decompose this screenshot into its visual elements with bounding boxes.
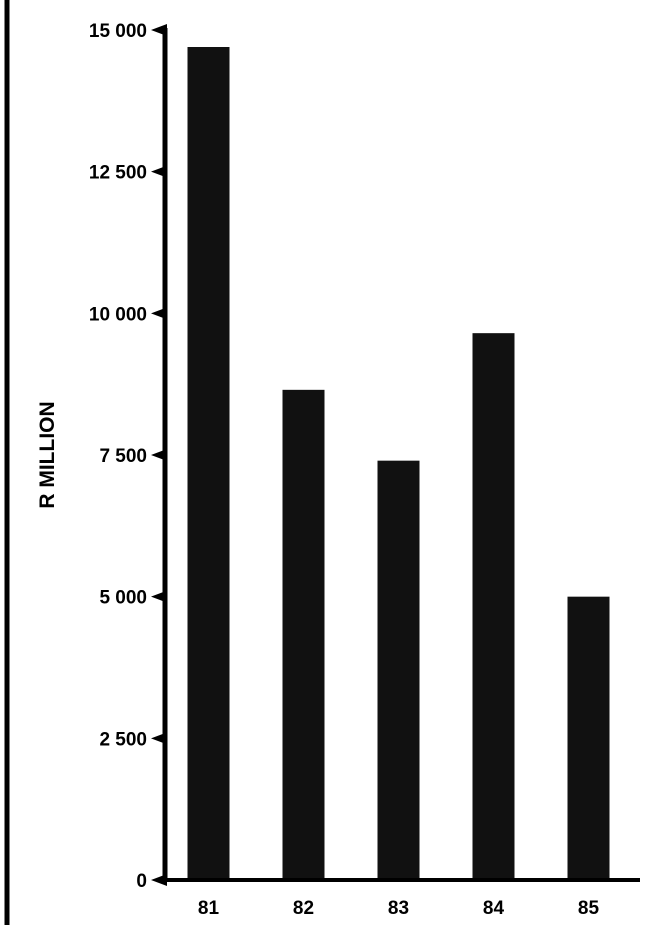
x-tick-label: 81 [198,898,220,919]
bar-82 [282,389,325,880]
bar-83 [377,460,420,880]
y-tick-label: 12 500 [89,163,147,184]
y-tick-mark [151,590,167,603]
x-tick-label: 84 [483,898,505,919]
y-tick-label: 15 000 [89,21,147,42]
y-axis-title: R MILLION [36,401,59,508]
bar-85 [567,596,610,880]
y-tick-label: 5 000 [99,588,147,609]
y-tick-mark [151,449,167,461]
y-tick-mark [151,307,167,320]
x-tick-label: 82 [293,898,314,919]
y-tick-label: 2 500 [99,729,147,750]
bar-81 [187,47,230,880]
y-tick-mark [151,732,167,745]
y-tick-label: 10 000 [89,304,147,325]
y-tick-mark [151,24,167,36]
y-tick-label: 7 500 [99,446,147,467]
x-ticks-group: 81 82 83 84 85 [198,898,600,919]
y-tick-label: 0 [136,871,147,892]
y-ticks-group: 0 2 500 5 000 7 500 10 000 12 500 15 000 [89,21,167,892]
x-tick-label: 85 [578,898,600,919]
y-tick-mark [151,874,167,886]
y-tick-mark [151,165,167,178]
x-tick-label: 83 [388,898,409,919]
bars-group [187,47,610,881]
bar-84 [472,333,515,881]
